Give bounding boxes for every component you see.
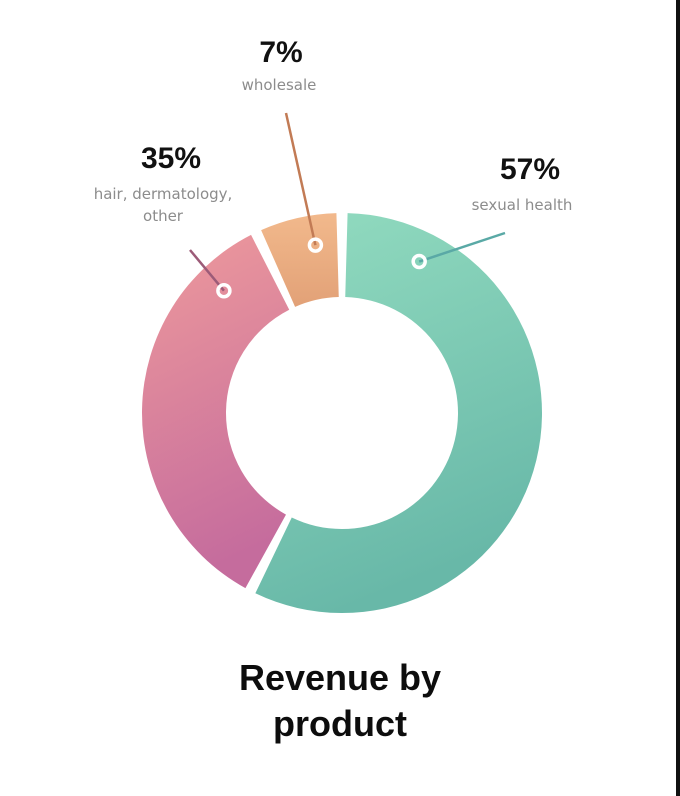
slice-sexual-health [255,213,543,613]
chart-title-line-2: product [273,703,407,744]
chart-title: Revenue by product [0,655,680,747]
value-label-wholesale: 7% [259,36,302,69]
value-label-sexual-health: 57% [500,153,560,186]
slice-wholesale [261,213,339,307]
leader-line-hair-dermatology-other [189,249,225,292]
marker-dot-sexual-health [411,253,427,270]
category-label-sexual-health: sexual health [472,196,573,214]
marker-dot-wholesale [307,237,324,253]
value-label-hair-dermatology-other: 35% [141,142,201,175]
category-label-wholesale: wholesale [242,76,317,94]
chart-title-line-1: Revenue by [238,657,442,698]
category-label-hair-dermatology-other-line-2: other [143,207,184,225]
leader-line-wholesale [284,112,317,246]
category-label-hair-dermatology-other-line-1: hair, dermatology, [94,185,233,203]
right-border [676,0,680,796]
leader-line-sexual-health [418,231,506,263]
marker-dot-hair-dermatology-other [216,282,232,299]
donut-chart: 57% sexual health 35% hair, dermatology,… [94,36,573,613]
slice-hair-dermatology-other [141,234,290,589]
